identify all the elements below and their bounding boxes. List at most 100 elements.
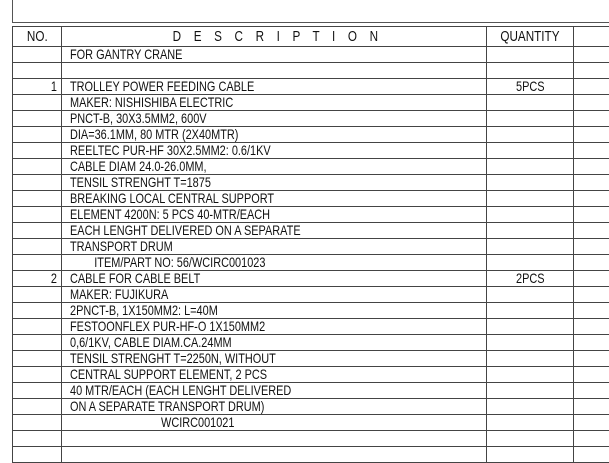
- row-description: CABLE DIAM 24.0-26.0MM,: [62, 159, 487, 175]
- row-no: [13, 63, 62, 79]
- row-no: [13, 319, 62, 335]
- row-description: EACH LENGHT DELIVERED ON A SEPARATE: [62, 223, 487, 239]
- row-no: 2: [13, 271, 62, 287]
- row-quantity: [487, 191, 574, 207]
- row-quantity: [487, 127, 574, 143]
- row-quantity: [487, 399, 574, 415]
- row-no: [13, 351, 62, 367]
- table-row: 2PNCT-B, 1X150MM2: L=40M: [13, 303, 609, 319]
- row-no: [13, 399, 62, 415]
- row-extra: [574, 47, 609, 63]
- row-description: REELTEC PUR-HF 30X2.5MM2: 0.6/1KV: [62, 143, 487, 159]
- row-quantity: [487, 447, 574, 463]
- table-row: ITEM/PART NO: 56/WCIRC001023: [13, 255, 609, 271]
- row-extra: [574, 191, 609, 207]
- row-no: [13, 431, 62, 447]
- row-description-text: TRANSPORT DRUM: [70, 239, 173, 254]
- table-row: [13, 431, 609, 447]
- row-description: CABLE FOR CABLE BELT: [62, 271, 487, 287]
- row-quantity: [487, 431, 574, 447]
- row-quantity: [487, 415, 574, 431]
- row-description-text: DIA=36.1MM, 80 MTR (2X40MTR): [70, 127, 238, 142]
- row-description: WCIRC001021: [62, 415, 487, 431]
- table-row: 0,6/1KV, CABLE DIAM.CA.24MM: [13, 335, 609, 351]
- table-row: [13, 63, 609, 79]
- row-extra: [574, 271, 609, 287]
- header-no: NO.: [13, 27, 62, 47]
- row-description-text: FESTOONFLEX PUR-HF-O 1X150MM2: [70, 319, 265, 334]
- row-quantity-text: 2PCS: [516, 271, 545, 286]
- row-description: ELEMENT 4200N: 5 PCS 40-MTR/EACH: [62, 207, 487, 223]
- table-row: CABLE DIAM 24.0-26.0MM,: [13, 159, 609, 175]
- row-quantity: [487, 47, 574, 63]
- table-row: TENSIL STRENGHT T=1875: [13, 175, 609, 191]
- table-header: NO. D E S C R I P T I O N QUANTITY: [13, 27, 609, 47]
- row-description-text: 40 MTR/EACH (EACH LENGHT DELIVERED: [70, 383, 291, 398]
- table-row: EACH LENGHT DELIVERED ON A SEPARATE: [13, 223, 609, 239]
- title-box: [12, 0, 609, 23]
- row-description: PNCT-B, 30X3.5MM2, 600V: [62, 111, 487, 127]
- row-description: TENSIL STRENGHT T=1875: [62, 175, 487, 191]
- row-quantity: [487, 319, 574, 335]
- row-description: [62, 63, 487, 79]
- row-no-text: 1: [51, 79, 61, 94]
- row-quantity: [487, 143, 574, 159]
- row-no: [13, 223, 62, 239]
- row-description: FESTOONFLEX PUR-HF-O 1X150MM2: [62, 319, 487, 335]
- row-extra: [574, 415, 609, 431]
- row-quantity: 2PCS: [487, 271, 574, 287]
- row-extra: [574, 255, 609, 271]
- row-quantity: [487, 223, 574, 239]
- table-row: 2 CABLE FOR CABLE BELT 2PCS: [13, 271, 609, 287]
- row-no: 1: [13, 79, 62, 95]
- row-description: TENSIL STRENGHT T=2250N, WITHOUT: [62, 351, 487, 367]
- row-extra: [574, 287, 609, 303]
- row-quantity: [487, 95, 574, 111]
- row-description-text: FOR GANTRY CRANE: [70, 47, 182, 62]
- row-quantity: 5PCS: [487, 79, 574, 95]
- row-description: TROLLEY POWER FEEDING CABLE: [62, 79, 487, 95]
- row-description-text: MAKER: FUJIKURA: [70, 287, 168, 302]
- row-description: ON A SEPARATE TRANSPORT DRUM): [62, 399, 487, 415]
- row-extra: [574, 127, 609, 143]
- row-extra: [574, 79, 609, 95]
- row-extra: [574, 143, 609, 159]
- row-no: [13, 111, 62, 127]
- row-quantity: [487, 207, 574, 223]
- table-row: ON A SEPARATE TRANSPORT DRUM): [13, 399, 609, 415]
- row-no: [13, 207, 62, 223]
- row-description-text: ITEM/PART NO: 56/WCIRC001023: [70, 255, 265, 270]
- header-extra: [574, 27, 609, 47]
- row-no: [13, 383, 62, 399]
- row-no: [13, 95, 62, 111]
- row-description-text: TENSIL STRENGHT T=1875: [70, 175, 211, 190]
- table-row: WCIRC001021: [13, 415, 609, 431]
- row-no: [13, 47, 62, 63]
- row-no: [13, 143, 62, 159]
- row-extra: [574, 319, 609, 335]
- header-description: D E S C R I P T I O N: [62, 27, 487, 47]
- row-no: [13, 303, 62, 319]
- row-extra: [574, 335, 609, 351]
- table-row: PNCT-B, 30X3.5MM2, 600V: [13, 111, 609, 127]
- table-row: FOR GANTRY CRANE: [13, 47, 609, 63]
- table-row: CENTRAL SUPPORT ELEMENT, 2 PCS: [13, 367, 609, 383]
- row-no: [13, 415, 62, 431]
- row-extra: [574, 431, 609, 447]
- row-description-text: BREAKING LOCAL CENTRAL SUPPORT: [70, 191, 274, 206]
- row-extra: [574, 367, 609, 383]
- row-no: [13, 191, 62, 207]
- row-description-text: ON A SEPARATE TRANSPORT DRUM): [70, 399, 264, 414]
- row-no: [13, 367, 62, 383]
- row-extra: [574, 159, 609, 175]
- row-description-text: 0,6/1KV, CABLE DIAM.CA.24MM: [70, 335, 232, 350]
- row-extra: [574, 111, 609, 127]
- table-row: [13, 447, 609, 463]
- row-description-text: CABLE FOR CABLE BELT: [70, 271, 200, 286]
- row-description-text: WCIRC001021: [70, 415, 234, 430]
- row-description: CENTRAL SUPPORT ELEMENT, 2 PCS: [62, 367, 487, 383]
- row-quantity: [487, 175, 574, 191]
- row-no-text: 2: [51, 271, 61, 286]
- row-description: ITEM/PART NO: 56/WCIRC001023: [62, 255, 487, 271]
- table-row: BREAKING LOCAL CENTRAL SUPPORT: [13, 191, 609, 207]
